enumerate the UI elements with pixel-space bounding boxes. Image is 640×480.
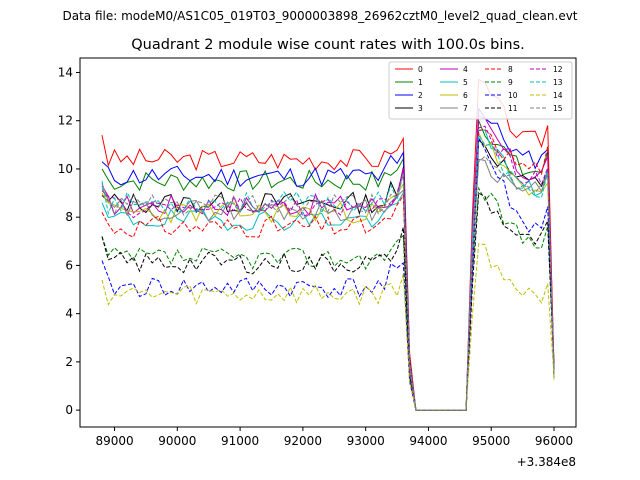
y-axis: 0 2 4 6 8 10 12 14 xyxy=(58,65,80,417)
series-line-10 xyxy=(101,135,555,411)
y-tick-label: 14 xyxy=(58,65,73,79)
x-tick-label: 92000 xyxy=(284,434,322,448)
series-line-5 xyxy=(101,129,555,411)
y-tick-label: 2 xyxy=(65,355,73,369)
x-tick-label: 89000 xyxy=(95,434,133,448)
legend-frame xyxy=(388,61,573,120)
x-tick-label: 93000 xyxy=(347,434,385,448)
legend-label-12: 12 xyxy=(553,65,563,74)
x-tick-label: 96000 xyxy=(535,434,573,448)
legend-label-8: 8 xyxy=(508,65,513,74)
legend-label-11: 11 xyxy=(508,104,518,113)
y-tick-label: 0 xyxy=(65,403,73,417)
legend-label-6: 6 xyxy=(463,91,468,100)
legend-label-2: 2 xyxy=(418,91,423,100)
x-tick-label: 94000 xyxy=(409,434,447,448)
series-line-12 xyxy=(101,125,555,411)
x-tick-label: 95000 xyxy=(472,434,510,448)
legend-label-1: 1 xyxy=(418,78,423,87)
series-line-3 xyxy=(101,138,555,411)
chart-title: Quadrant 2 module wise count rates with … xyxy=(131,37,525,53)
x-axis: 89000 90000 91000 92000 93000 94000 95000 96000 xyxy=(95,427,573,448)
legend-label-14: 14 xyxy=(553,91,563,100)
y-tick-label: 4 xyxy=(65,307,73,321)
series-line-9 xyxy=(101,186,555,411)
legend-label-5: 5 xyxy=(463,78,468,87)
series-line-14 xyxy=(101,243,555,411)
series-line-11 xyxy=(101,192,555,411)
series-line-6 xyxy=(101,132,555,411)
x-tick-label: 91000 xyxy=(221,434,259,448)
plot-frame xyxy=(79,57,577,428)
legend-label-15: 15 xyxy=(553,104,563,113)
legend-label-7: 7 xyxy=(463,104,468,113)
series-line-4 xyxy=(101,115,555,411)
series-line-13 xyxy=(101,133,555,411)
legend-label-10: 10 xyxy=(508,91,518,100)
x-tick-label: 90000 xyxy=(158,434,196,448)
x-offset-label: +3.384e8 xyxy=(517,455,576,469)
legend-label-4: 4 xyxy=(463,65,468,74)
series-line-1 xyxy=(101,120,555,411)
legend-label-3: 3 xyxy=(418,104,423,113)
y-tick-label: 8 xyxy=(65,210,73,224)
figure-suptitle: Data file: modeM0/AS1C05_019T03_90000038… xyxy=(62,9,577,23)
series-line-8 xyxy=(101,128,555,411)
y-tick-label: 12 xyxy=(58,114,73,128)
series-line-7 xyxy=(101,158,555,411)
legend-label-13: 13 xyxy=(553,78,563,87)
y-tick-label: 6 xyxy=(65,258,73,272)
legend-label-0: 0 xyxy=(418,65,423,74)
series-line-15 xyxy=(101,155,555,411)
y-tick-label: 10 xyxy=(58,162,73,176)
legend-label-9: 9 xyxy=(508,78,513,87)
